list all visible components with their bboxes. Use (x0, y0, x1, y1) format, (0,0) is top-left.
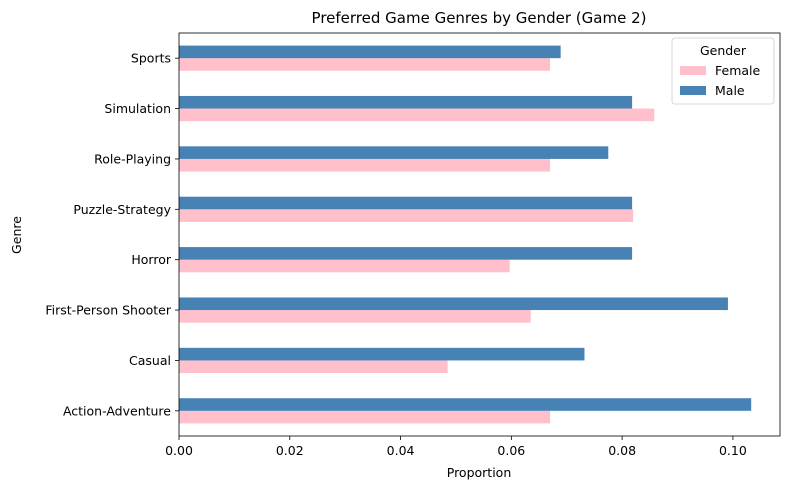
bar-male-simulation (179, 95, 633, 109)
bar-female-casual (179, 360, 448, 374)
y-tick-label: Puzzle-Strategy (73, 202, 171, 217)
legend-swatch-male (680, 86, 706, 95)
x-tick-label: 0.08 (608, 443, 636, 458)
bar-female-puzzle-strategy (179, 209, 634, 222)
y-tick-label: Action-Adventure (63, 403, 171, 418)
x-tick-label: 0.04 (387, 443, 415, 458)
legend-swatch-female (680, 66, 706, 75)
bar-female-simulation (179, 108, 655, 122)
y-tick-label: Casual (129, 353, 171, 368)
bar-male-role-playing (179, 146, 609, 159)
y-tick-label: Role-Playing (94, 151, 171, 166)
x-tick-label: 0.02 (276, 443, 304, 458)
chart-title: Preferred Game Genres by Gender (Game 2) (312, 9, 647, 27)
bar-male-first-person-shooter (179, 297, 728, 311)
y-tick-label: First-Person Shooter (45, 303, 172, 318)
legend-label-female: Female (715, 63, 761, 78)
bar-male-puzzle-strategy (179, 196, 633, 210)
legend-title: Gender (700, 43, 747, 58)
x-axis: 0.00 0.02 0.04 0.06 0.08 0.10 (165, 436, 747, 458)
bar-male-action-adventure (179, 398, 752, 411)
plot-area (178, 32, 781, 437)
bar-male-sports (179, 45, 561, 59)
y-tick-label: Sports (131, 51, 171, 66)
x-tick-label: 0.06 (497, 443, 525, 458)
legend-label-male: Male (715, 83, 745, 98)
bar-male-casual (179, 347, 585, 361)
x-tick-label: 0.10 (719, 443, 747, 458)
legend: Gender Female Male (671, 37, 775, 105)
y-tick-label: Simulation (104, 101, 171, 116)
y-axis: Action-Adventure Casual First-Person Shoot… (45, 51, 179, 418)
bar-female-sports (179, 58, 551, 71)
x-axis-label: Proportion (447, 465, 512, 480)
y-axis-label: Genre (9, 216, 24, 254)
bar-female-horror (179, 259, 510, 273)
plot-frame (178, 32, 781, 437)
bar-female-first-person-shooter (179, 310, 531, 323)
bar-female-role-playing (179, 158, 551, 172)
bar-male-horror (179, 247, 633, 260)
y-tick-label: Horror (131, 252, 171, 267)
x-tick-label: 0.00 (165, 443, 193, 458)
bar-female-action-adventure (179, 410, 551, 424)
